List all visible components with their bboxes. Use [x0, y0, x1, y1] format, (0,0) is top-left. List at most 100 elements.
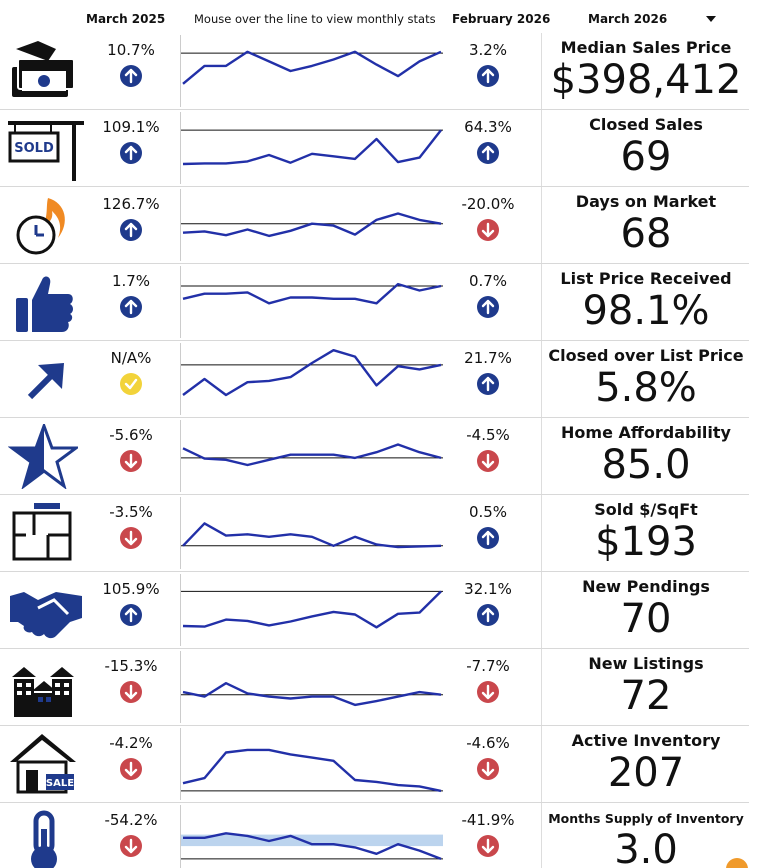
row-divider: [0, 340, 749, 341]
svg-text:SOLD: SOLD: [14, 141, 54, 156]
stat-row: SOLD 109.1% 64.3% Closed Sales 69: [0, 110, 761, 187]
year-over-year-change: 1.7%: [111, 272, 151, 290]
arrow-up-icon: [120, 65, 142, 87]
arrow-up-icon: [477, 142, 499, 164]
metric-value: 85.0: [601, 442, 691, 488]
chat-bubble-icon[interactable]: [726, 858, 748, 868]
arrow-up-icon: [477, 373, 499, 395]
trend-line: [182, 522, 442, 549]
metric-label: Home Affordability: [561, 423, 731, 442]
clock-fire-icon: [0, 187, 86, 264]
trend-line: [182, 682, 442, 707]
year-over-year-change: 109.1%: [102, 118, 160, 136]
arrow-down-icon: [477, 835, 499, 857]
star-icon: [0, 418, 86, 495]
hover-instructions: Mouse over the line to view monthly stat…: [194, 12, 436, 26]
arrow-down-icon: [477, 681, 499, 703]
year-over-year-change: N/A%: [110, 349, 152, 367]
range-band: [181, 834, 443, 847]
metric-value: 72: [620, 673, 672, 719]
month-over-month-change: 0.7%: [468, 272, 508, 290]
trend-sparkline[interactable]: [180, 728, 443, 800]
arrow-down-icon: [120, 758, 142, 780]
metric-cell: Sold $/SqFt $193: [541, 495, 749, 572]
arrow-down-icon: [120, 681, 142, 703]
trend-line: [182, 590, 442, 629]
stat-row: 1.7% 0.7% List Price Received 98.1%: [0, 264, 761, 341]
stat-row: SALE -4.2% -4.6% Active Inventory 207: [0, 726, 761, 803]
year-over-year-change: 126.7%: [102, 195, 160, 213]
trend-sparkline[interactable]: [180, 35, 443, 107]
row-divider: [0, 417, 749, 418]
stat-row: 10.7% 3.2% Median Sales Price $398,412: [0, 33, 761, 110]
metric-value: 207: [607, 750, 685, 796]
arrow-down-icon: [120, 527, 142, 549]
arrow-up-right-icon: [0, 341, 86, 418]
svg-text:SALE: SALE: [46, 778, 74, 789]
arrow-down-icon: [120, 450, 142, 472]
month-over-month-change: 21.7%: [464, 349, 512, 367]
table-header: March 2025 Mouse over the line to view m…: [0, 0, 761, 36]
period-select-value: March 2026: [588, 12, 668, 26]
metric-value: 68: [620, 211, 672, 257]
trend-sparkline[interactable]: [180, 497, 443, 569]
trend-sparkline[interactable]: [180, 420, 443, 492]
buildings-icon: [0, 649, 86, 726]
month-over-month-change: -41.9%: [461, 811, 515, 829]
metric-value: 69: [620, 134, 672, 180]
metric-label: Closed Sales: [589, 115, 703, 134]
trend-line: [182, 129, 442, 166]
metric-label: New Listings: [588, 654, 704, 673]
arrow-down-icon: [120, 835, 142, 857]
arrow-down-icon: [477, 219, 499, 241]
metric-label: Months Supply of Inventory: [548, 811, 744, 826]
metric-label: Closed over List Price: [548, 346, 744, 365]
metric-cell: Median Sales Price $398,412: [541, 33, 749, 110]
month-over-month-change: -7.7%: [466, 657, 510, 675]
stat-row: 105.9% 32.1% New Pendings 70: [0, 572, 761, 649]
chevron-down-icon[interactable]: [706, 16, 716, 22]
trend-line: [182, 443, 442, 467]
row-divider: [0, 109, 749, 110]
metric-value: 5.8%: [595, 365, 697, 411]
trend-sparkline[interactable]: [180, 266, 443, 338]
trend-line: [182, 282, 442, 305]
stat-row: -3.5% 0.5% Sold $/SqFt $193: [0, 495, 761, 572]
year-over-year-change: -15.3%: [104, 657, 158, 675]
arrow-up-icon: [477, 296, 499, 318]
thermometer-icon: [0, 803, 86, 868]
trend-sparkline[interactable]: [180, 343, 443, 415]
check-icon: [120, 373, 142, 395]
month-over-month-change: 0.5%: [468, 503, 508, 521]
arrow-up-icon: [120, 219, 142, 241]
metric-label: Days on Market: [575, 192, 717, 211]
stat-row: -5.6% -4.5% Home Affordability 85.0: [0, 418, 761, 495]
month-over-month-change: 64.3%: [464, 118, 512, 136]
metric-cell: Days on Market 68: [541, 187, 749, 264]
metric-value: 3.0: [614, 827, 678, 868]
row-divider: [0, 648, 749, 649]
metric-cell: Active Inventory 207: [541, 726, 749, 803]
trend-sparkline[interactable]: [180, 805, 443, 868]
arrow-up-icon: [477, 604, 499, 626]
arrow-up-icon: [477, 65, 499, 87]
trend-sparkline[interactable]: [180, 651, 443, 723]
trend-sparkline[interactable]: [180, 574, 443, 646]
arrow-up-icon: [120, 604, 142, 626]
metric-label: List Price Received: [560, 269, 732, 288]
row-divider: [0, 494, 749, 495]
row-divider: [0, 263, 749, 264]
arrow-down-icon: [477, 450, 499, 472]
arrow-down-icon: [477, 758, 499, 780]
year-over-year-change: 10.7%: [107, 41, 155, 59]
row-divider: [0, 802, 749, 803]
metric-cell: Months Supply of Inventory 3.0: [541, 803, 749, 868]
arrow-up-icon: [477, 527, 499, 549]
trend-sparkline[interactable]: [180, 189, 443, 261]
metric-cell: Home Affordability 85.0: [541, 418, 749, 495]
metric-cell: List Price Received 98.1%: [541, 264, 749, 341]
stat-row: -54.2% -41.9% Months Supply of Inventory…: [0, 803, 761, 868]
floor-plan-icon: [0, 495, 86, 572]
month-over-month-change: -4.6%: [466, 734, 510, 752]
trend-sparkline[interactable]: [180, 112, 443, 184]
